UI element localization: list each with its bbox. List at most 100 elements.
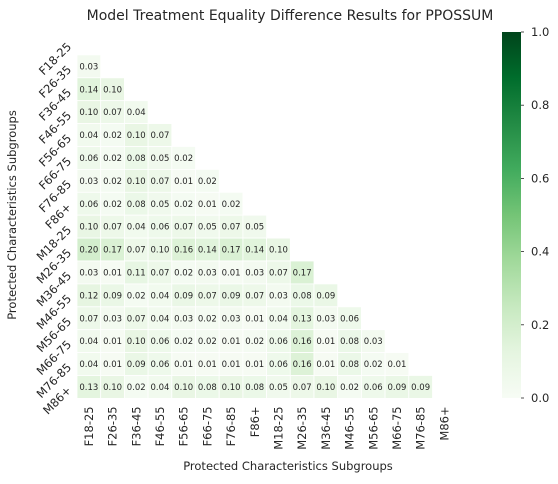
cell-value-label: 0.01 [103, 337, 122, 347]
cell-value-label: 0.02 [222, 200, 241, 210]
x-tick-label: M86+ [437, 406, 451, 440]
x-tick-label: M46-55 [343, 406, 357, 449]
cell-value-label: 0.08 [127, 200, 146, 210]
cell-value-label: 0.02 [103, 154, 122, 164]
x-tick-label: M76-85 [414, 406, 428, 449]
cell-value-label: 0.02 [364, 360, 383, 370]
cell-value-label: 0.06 [269, 360, 288, 370]
cell-value-label: 0.06 [150, 337, 169, 347]
cell-value-label: 0.10 [79, 223, 98, 233]
cell-value-label: 0.02 [198, 177, 217, 187]
cell-value-label: 0.04 [127, 223, 146, 233]
colorbar-tick-label: 0.8 [531, 98, 549, 112]
cell-value-label: 0.08 [340, 360, 359, 370]
x-tick-label: F26-35 [106, 406, 120, 446]
colorbar-tick-label: 0.2 [531, 318, 549, 332]
cell-value-label: 0.01 [103, 360, 122, 370]
colorbar-ticks: 0.0 0.2 0.4 0.6 0.8 1.0 [521, 25, 549, 405]
cell-value-label: 0.01 [222, 360, 241, 370]
cell-value-label: 0.10 [103, 85, 122, 95]
x-tick-label: M66-75 [390, 406, 404, 449]
cell-value-label: 0.06 [364, 383, 383, 393]
cell-value-label: 0.13 [79, 383, 98, 393]
cell-value-label: 0.16 [174, 246, 193, 256]
cell-value-label: 0.03 [79, 177, 98, 187]
cell-value-label: 0.07 [150, 131, 169, 141]
cell-value-label: 0.03 [222, 314, 241, 324]
cell-value-label: 0.06 [150, 360, 169, 370]
x-tick-label: M18-25 [271, 406, 285, 449]
cell-value-label: 0.05 [198, 223, 217, 233]
cell-value-label: 0.03 [103, 314, 122, 324]
cell-value-label: 0.08 [293, 291, 312, 301]
cell-value-label: 0.07 [127, 314, 146, 324]
cell-value-label: 0.07 [150, 268, 169, 278]
cell-value-label: 0.07 [245, 291, 264, 301]
cell-value-label: 0.14 [245, 246, 264, 256]
cell-value-label: 0.14 [79, 85, 98, 95]
cell-value-label: 0.08 [198, 383, 217, 393]
cell-value-label: 0.06 [269, 337, 288, 347]
cell-value-label: 0.10 [79, 108, 98, 118]
cell-value-label: 0.05 [150, 154, 169, 164]
cell-value-label: 0.07 [293, 383, 312, 393]
cell-value-label: 0.02 [198, 337, 217, 347]
cell-value-label: 0.07 [269, 268, 288, 278]
x-tick-label: M56-65 [366, 406, 380, 449]
cell-value-label: 0.07 [79, 314, 98, 324]
cell-value-label: 0.07 [127, 246, 146, 256]
cell-value-label: 0.03 [174, 314, 193, 324]
cell-value-label: 0.17 [222, 246, 241, 256]
cell-value-label: 0.02 [174, 337, 193, 347]
x-tick-label: F66-75 [200, 406, 214, 446]
cell-value-label: 0.07 [103, 223, 122, 233]
cell-value-label: 0.01 [222, 268, 241, 278]
cell-value-label: 0.01 [387, 360, 406, 370]
cell-value-label: 0.03 [316, 314, 335, 324]
x-tick-label: F36-45 [129, 406, 143, 446]
cell-value-label: 0.01 [198, 200, 217, 210]
cell-value-label: 0.02 [174, 200, 193, 210]
cell-value-label: 0.04 [79, 131, 98, 141]
cell-value-label: 0.02 [103, 177, 122, 187]
x-tick-label: F46-55 [153, 406, 167, 446]
cell-value-label: 0.06 [79, 154, 98, 164]
cell-value-label: 0.04 [79, 337, 98, 347]
cell-value-label: 0.01 [103, 268, 122, 278]
cell-value-label: 0.03 [269, 291, 288, 301]
x-tick-label: F56-65 [177, 406, 191, 446]
cell-value-label: 0.02 [103, 131, 122, 141]
cell-value-label: 0.04 [127, 108, 146, 118]
cell-value-label: 0.10 [127, 131, 146, 141]
cell-value-label: 0.03 [79, 62, 98, 72]
cell-value-label: 0.07 [198, 291, 217, 301]
cell-value-label: 0.01 [222, 337, 241, 347]
cell-value-label: 0.01 [245, 360, 264, 370]
cell-value-label: 0.05 [150, 200, 169, 210]
cell-value-label: 0.02 [198, 314, 217, 324]
cell-value-label: 0.06 [79, 200, 98, 210]
heatmap-cells: 0.03 0.14 0.10 0.10 0.07 0.04 0.04 0.02 0.10 0.07… [76, 54, 433, 399]
cell-value-label: 0.10 [127, 337, 146, 347]
heatmap-cell [408, 375, 433, 399]
cell-value-label: 0.09 [387, 383, 406, 393]
cell-value-label: 0.07 [103, 108, 122, 118]
cell-value-label: 0.01 [245, 314, 264, 324]
cell-value-label: 0.01 [174, 360, 193, 370]
cell-value-label: 0.02 [174, 154, 193, 164]
cell-value-label: 0.11 [127, 268, 146, 278]
cell-value-label: 0.04 [150, 383, 169, 393]
colorbar-tick-label: 0.6 [531, 171, 549, 185]
x-tick-label: M36-45 [319, 406, 333, 449]
cell-value-label: 0.05 [245, 223, 264, 233]
cell-value-label: 0.10 [174, 383, 193, 393]
cell-value-label: 0.08 [127, 154, 146, 164]
cell-value-label: 0.04 [269, 314, 288, 324]
cell-value-label: 0.10 [222, 383, 241, 393]
x-tick-label: F18-25 [82, 406, 96, 446]
cell-value-label: 0.02 [127, 291, 146, 301]
cell-value-label: 0.02 [340, 383, 359, 393]
cell-value-label: 0.16 [293, 360, 312, 370]
cell-value-label: 0.02 [127, 383, 146, 393]
cell-value-label: 0.10 [150, 246, 169, 256]
